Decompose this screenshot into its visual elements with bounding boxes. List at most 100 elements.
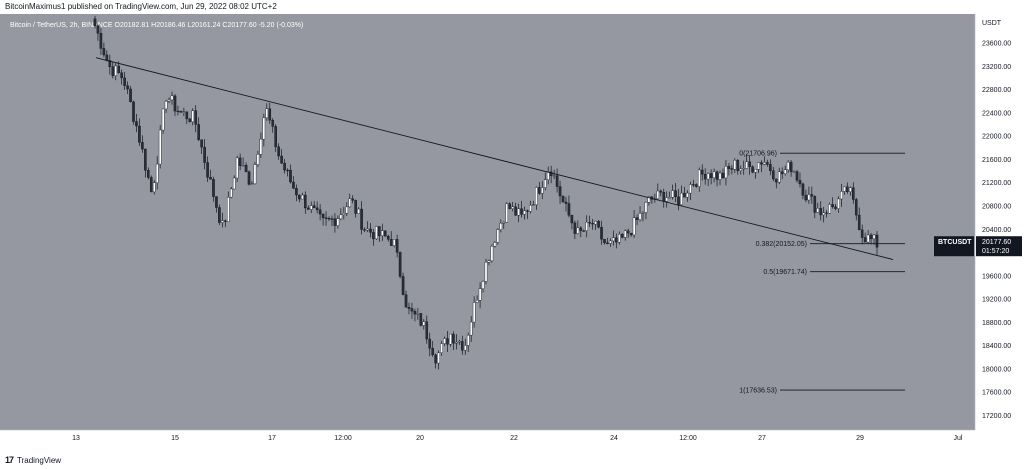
candle-body <box>727 166 731 169</box>
candle <box>404 290 408 308</box>
candle-body <box>872 234 876 240</box>
candle-body <box>505 203 509 223</box>
candle-body <box>706 173 710 180</box>
candle <box>854 197 858 221</box>
candle-body <box>466 334 470 346</box>
candle-body <box>200 139 203 148</box>
candle-body <box>780 171 784 174</box>
candle-body <box>523 210 526 215</box>
y-tick-label: 18800.00 <box>982 320 1011 327</box>
y-tick-label: 22800.00 <box>982 87 1011 94</box>
candle-body <box>745 161 748 169</box>
candle <box>383 230 387 237</box>
candle <box>360 201 363 235</box>
candle-body <box>280 155 283 164</box>
candle <box>152 179 156 195</box>
candle <box>455 334 458 350</box>
candle-body <box>730 168 734 170</box>
candle <box>289 164 292 184</box>
candle-body <box>120 72 123 79</box>
candle-body <box>760 162 763 165</box>
candle <box>342 206 346 220</box>
candle-body <box>123 77 126 86</box>
candle <box>680 185 683 207</box>
candle-body <box>810 194 814 197</box>
candle <box>324 211 328 226</box>
candle-body <box>549 171 553 176</box>
candle-body <box>798 180 802 185</box>
candle <box>511 201 514 212</box>
candle <box>197 117 200 142</box>
candle <box>620 233 624 239</box>
legend-line: Bitcoin / TetherUS, 2h, BINANCE O20182.8… <box>10 22 303 29</box>
candle-body <box>612 237 615 242</box>
candle <box>147 167 150 180</box>
candle-body <box>754 169 757 173</box>
candle <box>857 207 861 231</box>
y-tick-label: 19200.00 <box>982 297 1011 304</box>
candle <box>777 167 781 185</box>
candle-body <box>558 186 562 197</box>
candle-body <box>846 186 849 192</box>
candle <box>312 201 316 209</box>
candle-body <box>709 173 713 179</box>
candle <box>834 203 837 211</box>
candle-body <box>446 338 449 345</box>
candle <box>526 209 529 219</box>
candle-body <box>404 294 408 308</box>
candle <box>315 201 319 214</box>
candle <box>309 201 313 214</box>
candle-body <box>828 204 831 214</box>
candle <box>354 199 357 218</box>
candle <box>600 220 603 245</box>
candle <box>422 319 426 330</box>
candle-body <box>736 160 740 171</box>
candle <box>247 170 251 186</box>
tradingview-brand: TradingView <box>17 455 62 465</box>
candle-body <box>585 221 589 231</box>
candle-body <box>677 196 680 205</box>
candle <box>757 162 760 174</box>
candle <box>440 340 443 356</box>
candle <box>869 232 873 245</box>
candle <box>712 168 716 183</box>
candle <box>872 234 876 245</box>
candle-body <box>342 213 346 215</box>
x-tick-label: 27 <box>758 435 766 442</box>
candle-body <box>277 146 280 157</box>
candle-body <box>203 146 206 163</box>
candle-body <box>875 234 879 248</box>
candle-body <box>440 343 443 354</box>
time-axis-area <box>0 430 1024 442</box>
candle-body <box>375 226 378 240</box>
candle <box>170 91 174 105</box>
legend-low: 20161.24 <box>191 22 220 29</box>
candle-body <box>401 276 405 295</box>
candle <box>555 168 559 193</box>
tradingview-footer[interactable]: 17 TradingView <box>5 453 61 467</box>
candle <box>224 219 227 228</box>
candle <box>292 176 295 190</box>
candle <box>466 332 470 352</box>
candle <box>689 181 692 201</box>
candle <box>508 202 511 210</box>
candle <box>866 230 870 244</box>
candle-body <box>588 221 591 224</box>
candle-body <box>517 208 520 216</box>
candle-body <box>268 108 272 121</box>
candle-body <box>540 187 544 194</box>
candle <box>564 196 568 212</box>
candle-body <box>594 221 597 225</box>
candle-body <box>93 18 97 26</box>
candle-body <box>606 242 609 244</box>
candle <box>612 230 615 246</box>
candle-body <box>138 125 141 143</box>
candle <box>730 165 734 175</box>
candle-body <box>304 194 307 209</box>
candle <box>206 156 209 182</box>
candle <box>132 100 135 125</box>
candle <box>561 195 565 203</box>
candle-body <box>452 333 455 344</box>
candle-body <box>579 227 583 231</box>
